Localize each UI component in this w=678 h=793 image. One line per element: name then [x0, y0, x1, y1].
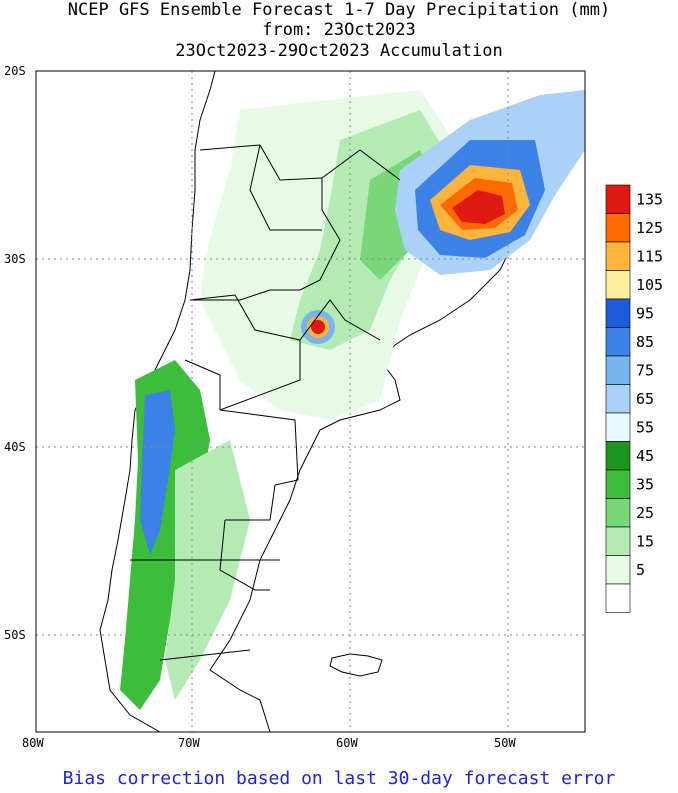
legend-swatch	[605, 355, 631, 385]
legend-level-label: 75	[636, 361, 654, 379]
legend-level-label: 35	[636, 475, 654, 493]
legend-swatch	[605, 270, 631, 300]
map-title: NCEP GFS Ensemble Forecast 1-7 Day Preci…	[67, 0, 611, 20]
legend-swatch	[605, 213, 631, 243]
legend-swatch	[605, 241, 631, 271]
lon-label-50w: 50W	[494, 736, 516, 750]
legend-level-label: 95	[636, 304, 654, 322]
lon-label-80w: 80W	[22, 736, 44, 750]
legend-level-label: 125	[636, 219, 663, 237]
legend-level-label: 65	[636, 390, 654, 408]
falkland-islands	[329, 653, 383, 677]
legend-swatch	[605, 498, 631, 528]
legend-level-label: 15	[636, 532, 654, 550]
legend-level-label: 45	[636, 447, 654, 465]
map-border	[35, 70, 586, 733]
precip-legend: 135 125 115 105 95 85 75 65 55 45 35 25 15 5	[605, 184, 663, 613]
bias-correction-note: Bias correction based on last 30-day for…	[62, 768, 616, 789]
legend-level-label: 85	[636, 333, 654, 351]
legend-swatch	[605, 412, 631, 442]
legend-swatch	[605, 469, 631, 499]
legend-swatch	[605, 583, 631, 613]
lon-label-60w: 60W	[336, 736, 358, 750]
lon-label-70w: 70W	[178, 736, 200, 750]
legend-swatch	[605, 526, 631, 556]
map-subtitle-date: from: 23Oct2023	[262, 20, 416, 40]
legend-swatch	[605, 384, 631, 414]
lat-label-20s: 20S	[4, 64, 26, 78]
map-subtitle-accumulation: 23Oct2023-29Oct2023 Accumulation	[175, 41, 503, 61]
legend-level-label: 5	[636, 561, 645, 579]
legend-swatch	[605, 327, 631, 357]
legend-level-label: 25	[636, 504, 654, 522]
precip-zone-andes-blue	[140, 390, 175, 555]
legend-swatch	[605, 298, 631, 328]
legend-swatch	[605, 555, 631, 585]
legend-swatch	[605, 184, 631, 214]
lat-label-30s: 30S	[4, 252, 26, 266]
legend-level-label: 55	[636, 418, 654, 436]
legend-level-label: 105	[636, 276, 663, 294]
precip-spot-core	[311, 320, 325, 334]
legend-level-label: 115	[636, 247, 663, 265]
precip-zone-southbrazil-135	[452, 190, 505, 224]
legend-swatch	[605, 441, 631, 471]
lat-label-40s: 40S	[4, 440, 26, 454]
legend-level-label: 135	[636, 190, 663, 208]
lat-label-50s: 50S	[4, 628, 26, 642]
graticule	[36, 71, 585, 732]
province-borders	[130, 144, 401, 661]
